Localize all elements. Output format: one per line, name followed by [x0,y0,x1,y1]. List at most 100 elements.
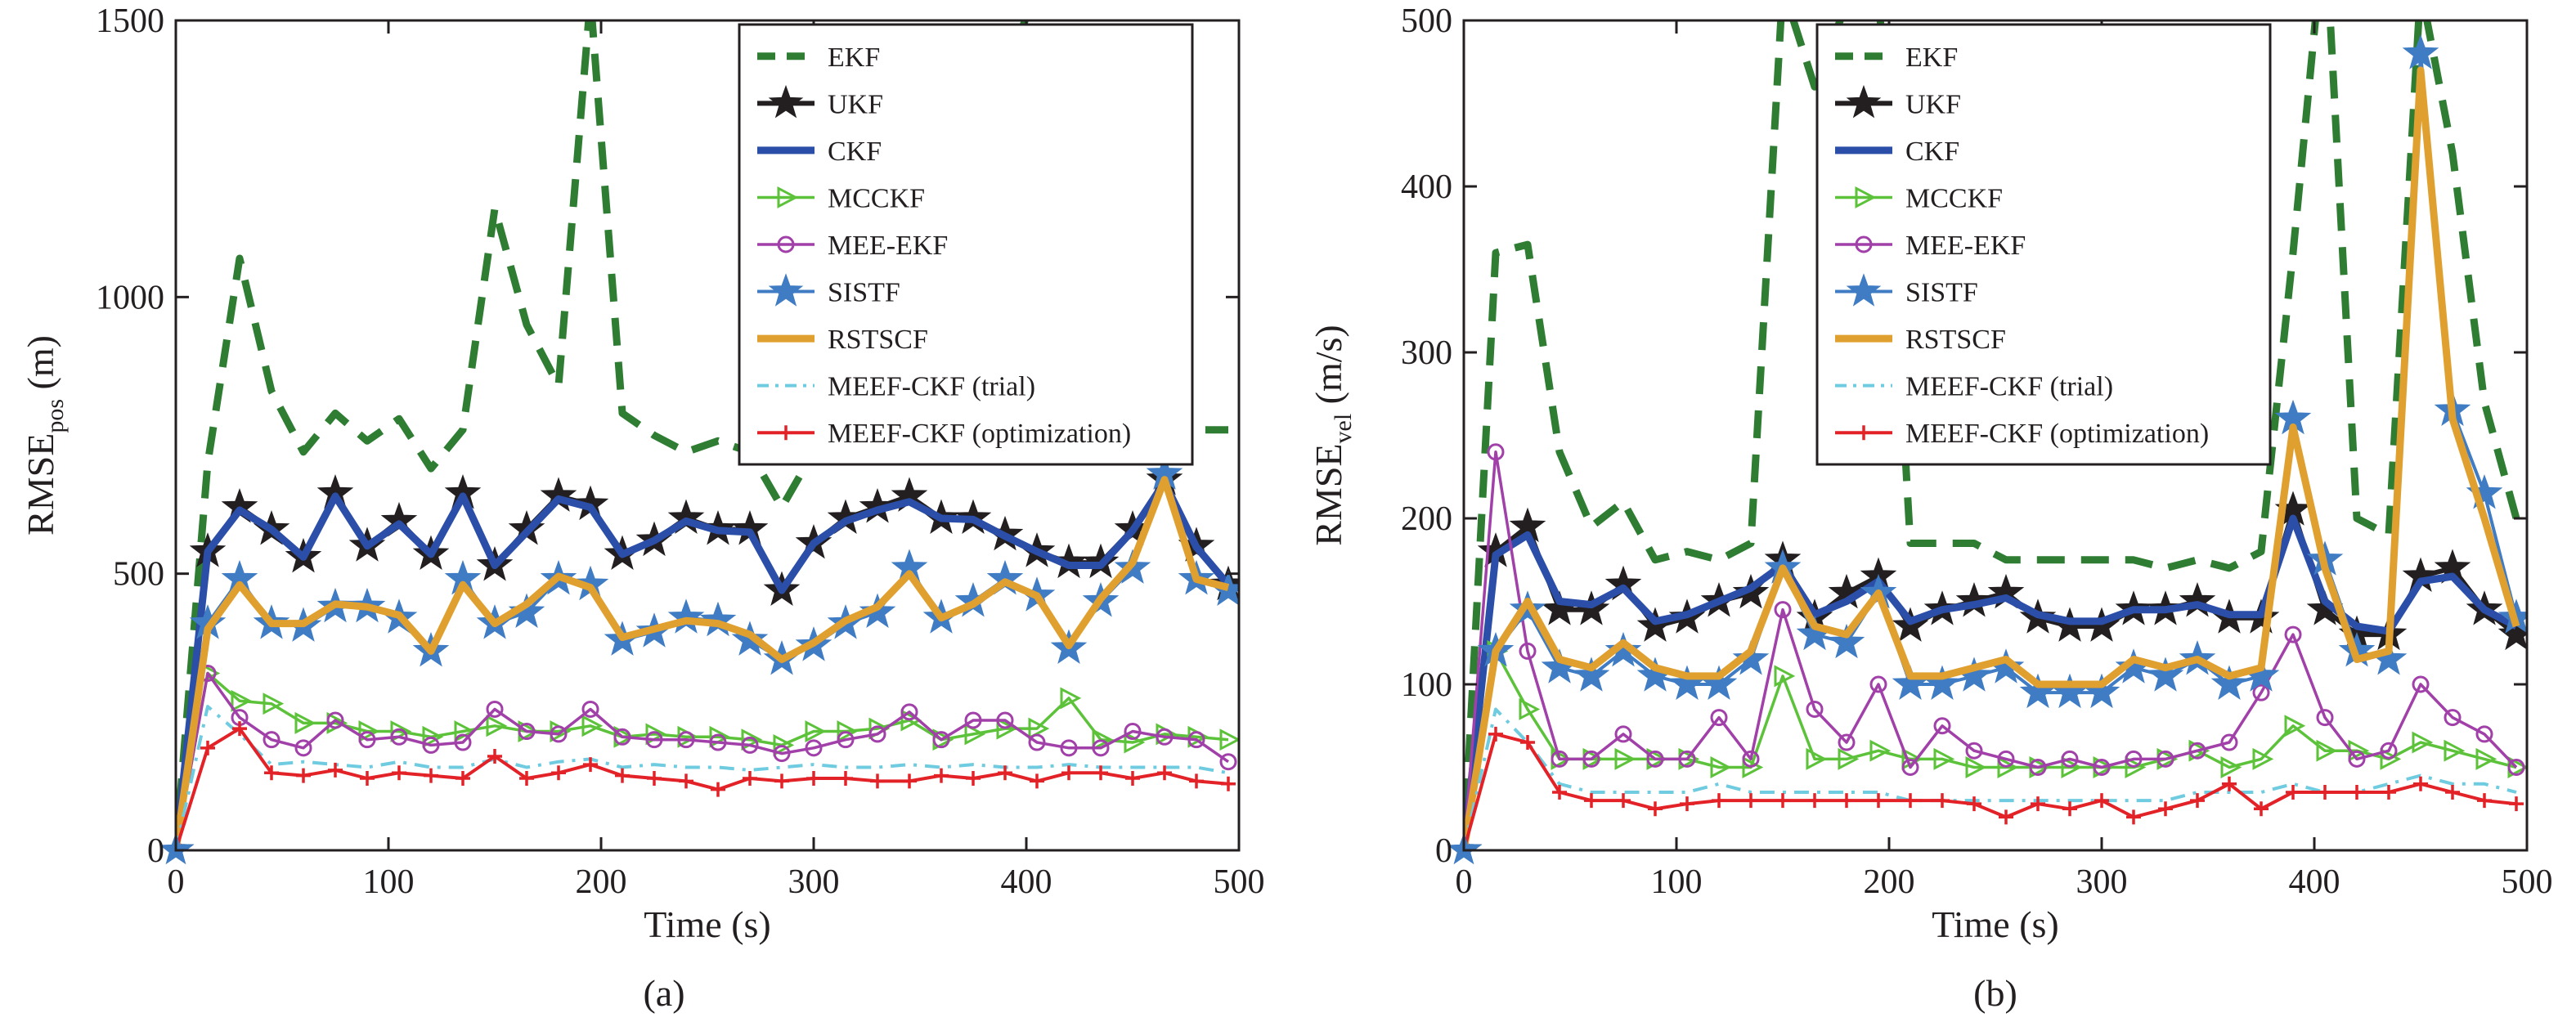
series-mee-ekf-marker [1582,750,1600,768]
series-mee-ekf [176,664,1237,850]
series-rstscf [176,476,1230,850]
series-meef-ckf-optimization-marker [487,748,502,764]
series-mcckf-marker [2380,747,2402,770]
series-mee-ekf-marker [645,731,663,749]
x-tick-label: 100 [1651,863,1703,901]
series-meef-ckf-optimization-marker [615,768,630,783]
series-ckf-line [176,478,1232,850]
legend-item-meef-ckf-trial-label: MEEF-CKF (trial) [828,372,1035,402]
series-mcckf-marker [2444,739,2466,762]
series-mee-ekf-marker [1965,742,1983,760]
series-mcckf-marker [2412,731,2434,754]
series-mee-ekf-marker [2061,750,2079,768]
series-ckf [176,478,1232,850]
series-mee-ekf-marker [964,711,982,729]
series-mcckf-marker [1997,756,2019,778]
series-rstscf-line [1464,66,2520,850]
series-mcckf-marker [1933,747,1955,770]
series-meef-ckf-optimization-marker [679,773,693,789]
x-tick-label: 300 [788,863,840,901]
legend-item-mee-ekf: MEE-EKF [1835,231,2026,261]
series-meef-ckf-optimization-marker [519,771,534,787]
series-ukf-marker [859,488,896,523]
series-meef-ckf-optimization-marker [2254,801,2269,817]
series-mee-ekf-marker [2507,759,2525,776]
legend-item-meef-ckf-optimization-label: MEEF-CKF (optimization) [828,419,1131,449]
series-mee-ekf-marker [454,733,472,751]
x-tick-label: 200 [1864,863,1915,901]
series-meef-ckf-optimization-marker [424,768,438,783]
legend-item-rstscf-label: RSTSCF [828,325,928,355]
legend-item-ukf-label: UKF [828,89,883,119]
series-ukf-marker [2179,582,2216,617]
series-mee-ekf-marker [294,739,312,757]
series-sistf-marker [1209,571,1239,606]
series-mee-ekf-marker [709,733,727,751]
legend-item-meef-ckf-optimization: MEEF-CKF (optimization) [757,419,1131,449]
series-mcckf-marker [358,720,380,742]
series-meef-ckf-optimization [1464,726,2524,850]
series-meef-ckf-optimization-marker [870,773,885,789]
legend-item-mee-ekf: MEE-EKF [757,231,948,261]
series-meef-ckf-optimization-marker [328,762,343,778]
series-mcckf-marker [1060,687,1082,710]
series-mee-ekf-marker [2348,750,2366,768]
series-meef-ckf-optimization-marker [806,771,821,787]
legend-item-ckf: CKF [757,137,882,167]
legend-item-mee-ekf-marker [777,235,795,253]
series-mee-ekf-marker [2093,759,2111,776]
x-tick-label: 300 [2076,863,2128,901]
x-tick-label: 500 [1214,863,1265,901]
series-mee-ekf-marker [2316,709,2334,727]
x-tick-label: 400 [1001,863,1052,901]
series-mee-ekf-marker [805,739,823,757]
series-mee-ekf-marker [1219,753,1237,771]
series-mcckf-marker [964,723,986,746]
series-mee-ekf-marker [1838,733,1856,751]
legend-item-ukf-label: UKF [1905,89,1961,119]
series-meef-ckf-optimization-marker [583,757,598,773]
series-mcckf-marker [805,720,827,742]
series-mcckf-marker [1219,728,1239,751]
x-axis-label: Time (s) [644,903,771,945]
series-meef-ckf-optimization-marker [1520,735,1535,751]
panel-label: (b) [1973,972,2017,1014]
series-mee-ekf-marker [1519,642,1537,660]
series-mcckf-marker [2475,747,2497,770]
series-mee-ekf-marker [2412,675,2430,693]
series-mee-ekf-marker [1187,731,1205,749]
series-sistf-line [176,472,1229,850]
series-mee-ekf-marker [1774,601,1792,619]
series-mcckf-marker [2220,756,2242,778]
series-sistf-marker [2147,657,2184,692]
series-meef-ckf-trial [176,705,1229,850]
series-meef-ckf-optimization-marker [1125,771,1140,787]
legend-item-meef-ckf-trial: MEEF-CKF (trial) [757,372,1035,402]
series-mcckf-marker [2061,756,2083,778]
legend-item-meef-ckf-trial: MEEF-CKF (trial) [1835,372,2113,402]
series-sistf-marker [508,593,545,628]
series-meef-ckf-optimization-marker [1744,793,1758,809]
x-tick-label: 0 [168,863,185,901]
series-mee-ekf-marker [422,736,440,754]
legend-item-ekf-label: EKF [828,43,880,73]
series-ukf-marker [2497,615,2527,651]
series-mee-ekf-marker [837,731,855,749]
y-tick-label: 300 [1401,334,1452,372]
legend-item-ekf-label: EKF [1905,43,1958,73]
series-meef-ckf-optimization-marker [1871,793,1886,809]
series-mee-ekf-marker [326,711,344,729]
legend-item-meef-ckf-optimization: MEEF-CKF (optimization) [1835,419,2209,449]
series-mcckf-marker [486,715,508,737]
series-mee-ekf-marker [2220,733,2238,751]
series-mcckf [176,661,1239,850]
series-meef-ckf-optimization-marker [1839,793,1854,809]
legend-item-mcckf: MCCKF [1835,183,2003,213]
plot-area [1464,20,2527,850]
series-meef-ckf-optimization-marker [264,765,279,781]
series-meef-ckf-optimization-marker [1093,765,1108,781]
legend-item-sistf-marker [1846,273,1882,307]
y-axis-label: RMSEvel (m/s) [1308,325,1357,546]
series-mee-ekf-marker [550,725,568,743]
